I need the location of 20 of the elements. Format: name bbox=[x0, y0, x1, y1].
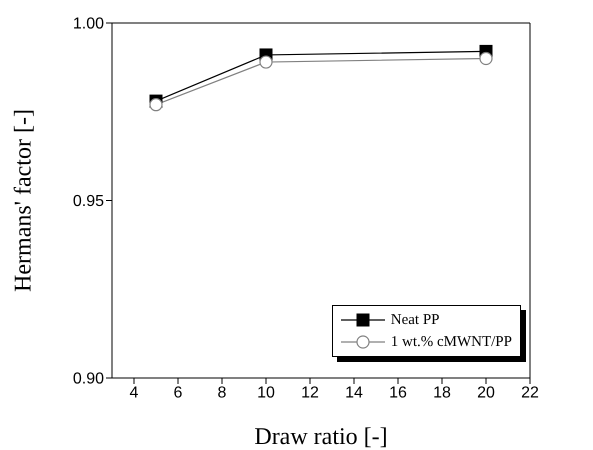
x-tick-label: 18 bbox=[433, 384, 451, 402]
x-tick-label: 6 bbox=[174, 384, 183, 402]
x-tick-label: 4 bbox=[130, 384, 139, 402]
x-tick-label: 8 bbox=[218, 384, 227, 402]
legend-label: Neat PP bbox=[390, 312, 440, 328]
x-tick-label: 20 bbox=[477, 384, 495, 402]
point bbox=[149, 98, 163, 112]
x-axis-title: Draw ratio [-] bbox=[254, 424, 388, 450]
point bbox=[479, 52, 493, 66]
x-tick-label: 14 bbox=[345, 384, 363, 402]
x-tick-label: 10 bbox=[257, 384, 275, 402]
y-tick-label: 1.00 bbox=[72, 16, 104, 33]
x-tick-label: 22 bbox=[521, 384, 539, 402]
y-tick-label: 0.95 bbox=[72, 193, 104, 210]
y-tick-label: 0.90 bbox=[72, 370, 104, 388]
x-tick-label: 12 bbox=[301, 384, 319, 402]
x-tick-label: 16 bbox=[389, 384, 407, 402]
legend-label: 1 wt.% cMWNT/PP bbox=[390, 334, 512, 350]
point bbox=[259, 55, 273, 69]
y-axis-title: Hermans' factor [-] bbox=[10, 109, 37, 292]
